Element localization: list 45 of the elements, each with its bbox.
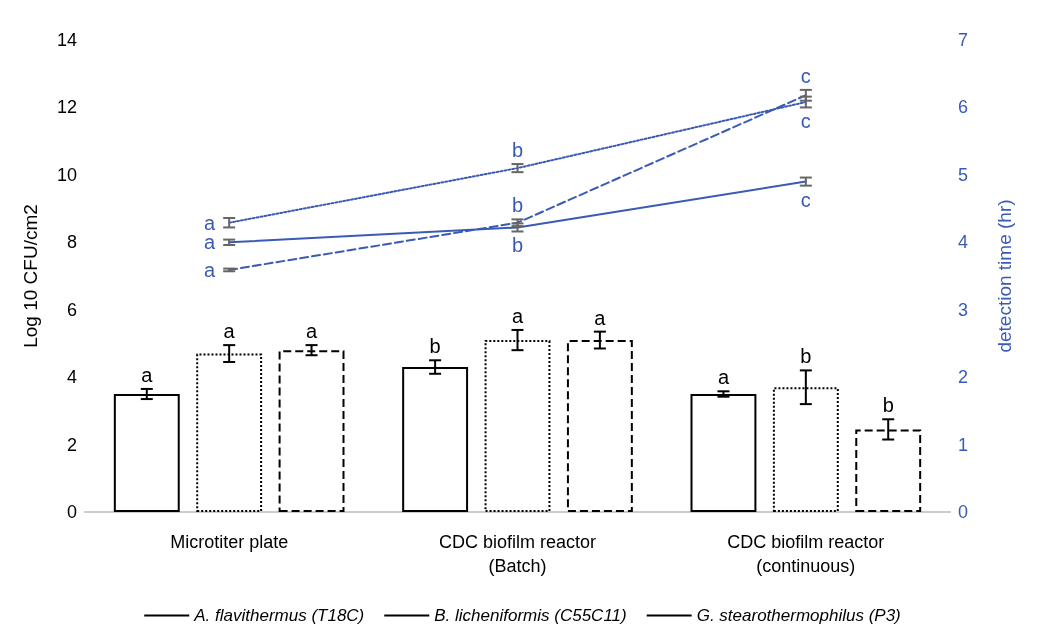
data-label: a xyxy=(717,366,730,389)
data-label: b xyxy=(882,394,894,417)
data-label: a xyxy=(594,306,607,329)
legend-label: G. stearothermophilus (P3) xyxy=(696,606,901,625)
data-label: a xyxy=(511,304,524,327)
x-tick-label: CDC biofilm reactor (continuous) xyxy=(727,532,885,576)
x-tick-label: Microtiter plate xyxy=(170,532,289,552)
y2-tick-label: 4 xyxy=(958,232,969,253)
y-tick-label: 10 xyxy=(56,164,77,185)
data-label: b xyxy=(800,345,812,368)
y2-tick-label: 6 xyxy=(958,97,969,118)
y2-tick-label: 2 xyxy=(958,367,969,388)
y-tick-label: 0 xyxy=(66,502,77,522)
data-label: b xyxy=(511,234,524,257)
y-tick-label: 14 xyxy=(56,30,77,50)
y2-tick-label: 1 xyxy=(958,434,969,455)
data-label: a xyxy=(204,258,217,281)
y-tick-label: 2 xyxy=(66,434,77,455)
bar xyxy=(113,394,180,512)
y-tick-label: 12 xyxy=(56,97,77,118)
data-label: a xyxy=(141,363,154,386)
data-label: b xyxy=(429,335,441,358)
y-tick-label: 4 xyxy=(66,367,77,388)
bar xyxy=(690,394,757,512)
bar xyxy=(278,350,345,512)
data-label: a xyxy=(204,231,217,254)
data-label: b xyxy=(511,139,524,162)
legend-label: B. licheniformis (C55C11) xyxy=(434,606,627,625)
y2-tick-label: 3 xyxy=(958,299,969,320)
data-label: b xyxy=(511,194,524,217)
y-axis-title: Log 10 CFU/cm2 xyxy=(20,204,41,348)
data-label: a xyxy=(223,320,236,343)
y2-tick-label: 0 xyxy=(958,502,969,522)
y2-axis-title: detection time (hr) xyxy=(994,199,1015,353)
data-label: a xyxy=(305,320,318,343)
y2-tick-label: 5 xyxy=(958,164,969,185)
data-label: c xyxy=(800,110,811,133)
data-label: c xyxy=(800,188,811,211)
x-tick-label: CDC biofilm reactor (Batch) xyxy=(438,532,597,576)
legend-label: A. flavithermus (T18C) xyxy=(193,606,365,625)
y-tick-label: 8 xyxy=(66,232,77,253)
y2-tick-label: 7 xyxy=(958,30,969,50)
data-label: c xyxy=(800,64,811,87)
data-label: a xyxy=(204,211,217,234)
y-tick-label: 6 xyxy=(66,299,77,320)
